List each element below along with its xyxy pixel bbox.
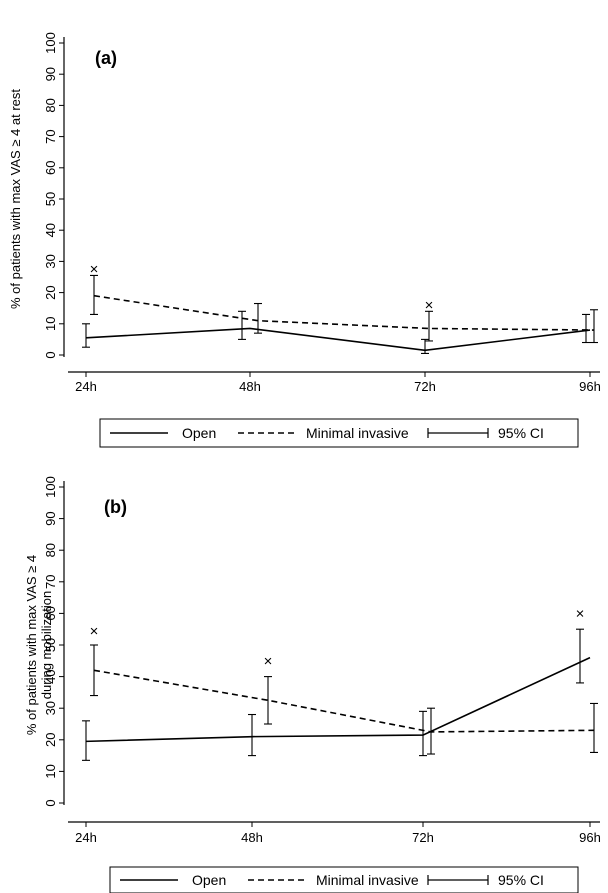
series-line-open xyxy=(85,656,591,743)
y-tick-label: 90 xyxy=(43,511,58,525)
y-tick-label: 0 xyxy=(43,799,58,806)
x-tick-label: 72h xyxy=(414,379,436,394)
legend-label-open: Open xyxy=(182,425,216,441)
series-line-open xyxy=(85,327,591,352)
significance-marker: × xyxy=(576,605,585,622)
y-tick-label: 30 xyxy=(43,254,58,268)
y-axis-label: % of patients with max VAS ≥ 4 xyxy=(24,555,39,735)
y-tick-label: 20 xyxy=(43,285,58,299)
legend-label-minimal-invasive: Minimal invasive xyxy=(316,872,419,888)
panel-label: (b) xyxy=(104,497,127,517)
x-tick-label: 48h xyxy=(241,830,263,845)
panel-a: 0 10 20 30 40 50 60 70 80 90 100 24h 48h 72h 96h % of p… xyxy=(8,32,601,448)
x-tick-label: 72h xyxy=(412,830,434,845)
y-tick-label: 60 xyxy=(43,161,58,175)
y-axis-label: % of patients with max VAS ≥ 4 at rest xyxy=(8,89,23,309)
x-tick-label: 48h xyxy=(239,379,261,394)
y-tick-label: 100 xyxy=(43,476,58,498)
x-tick-label: 24h xyxy=(75,379,97,394)
panel-b: 0 10 20 30 40 50 60 70 80 90 100 24h 48h 72h 96h % of p… xyxy=(24,476,601,893)
legend-label-ci: 95% CI xyxy=(498,425,544,441)
x-tick-label: 24h xyxy=(75,830,97,845)
legend-label-minimal-invasive: Minimal invasive xyxy=(306,425,409,441)
significance-marker: × xyxy=(90,623,99,640)
legend-label-open: Open xyxy=(192,872,226,888)
series-line-minimal-invasive xyxy=(93,294,595,331)
y-tick-label: 80 xyxy=(43,98,58,112)
y-axis-label: during mobilization xyxy=(39,591,54,699)
significance-marker: × xyxy=(264,653,273,670)
y-tick-label: 70 xyxy=(43,575,58,589)
y-tick-label: 100 xyxy=(43,32,58,54)
y-tick-label: 20 xyxy=(43,733,58,747)
significance-marker: × xyxy=(425,297,434,314)
y-tick-label: 70 xyxy=(43,129,58,143)
y-tick-label: 10 xyxy=(43,317,58,331)
y-tick-label: 60 xyxy=(43,606,58,620)
y-tick-label: 0 xyxy=(43,351,58,358)
legend-box xyxy=(99,418,579,448)
panel-label: (a) xyxy=(95,48,117,68)
y-tick-label: 50 xyxy=(43,192,58,206)
y-tick-label: 40 xyxy=(43,223,58,237)
legend-label-ci: 95% CI xyxy=(498,872,544,888)
series-line-minimal-invasive xyxy=(93,669,595,733)
y-tick-label: 30 xyxy=(43,701,58,715)
y-tick-label: 10 xyxy=(43,764,58,778)
y-tick-label: 90 xyxy=(43,67,58,81)
y-tick-label: 80 xyxy=(43,543,58,557)
x-tick-label: 96h xyxy=(579,830,601,845)
y-tick-label: 40 xyxy=(43,669,58,683)
y-tick-label: 50 xyxy=(43,638,58,652)
x-tick-label: 96h xyxy=(579,379,601,394)
legend-box xyxy=(109,866,579,893)
significance-marker: × xyxy=(90,261,99,278)
